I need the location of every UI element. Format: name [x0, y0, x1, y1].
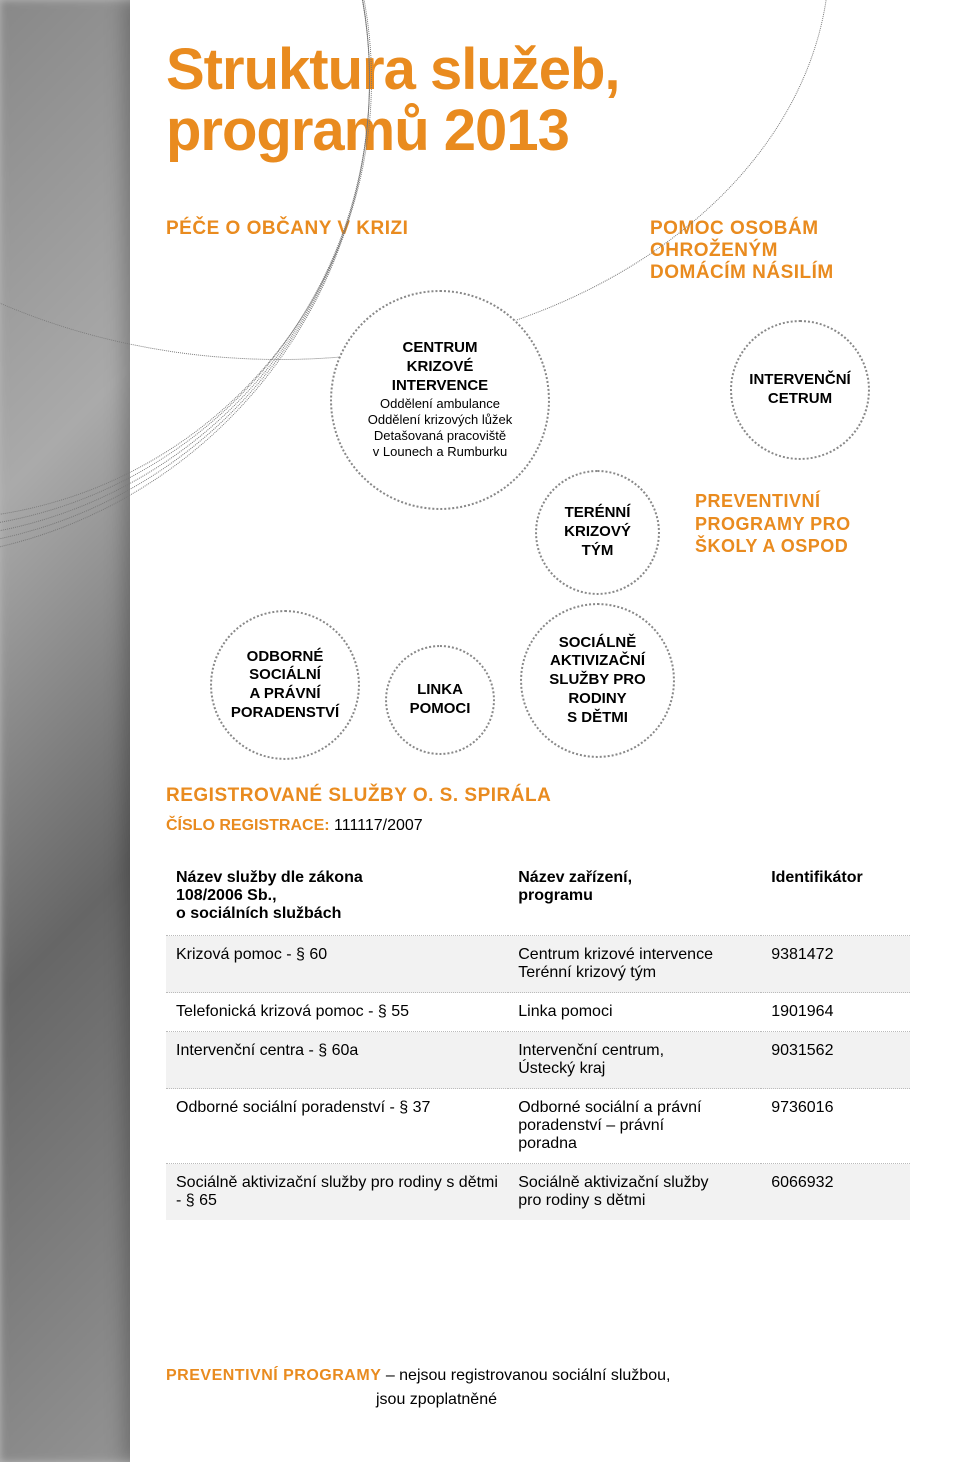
bubble-line: CENTRUM — [342, 339, 538, 358]
registered-title: REGISTROVANÉ SLUŽBY O. S. SPIRÁLA — [166, 785, 910, 807]
bubble-line: Oddělení ambulance — [342, 396, 538, 412]
table-row: Telefonická krizová pomoc - § 55Linka po… — [166, 993, 910, 1032]
col-name-l1: Název služby dle zákona — [176, 869, 363, 886]
bubble-line: INTERVENČNÍ — [742, 371, 858, 390]
cell-facility: Centrum krizové intervenceTerénní krizov… — [508, 936, 761, 993]
table-row: Krizová pomoc - § 60Centrum krizové inte… — [166, 936, 910, 993]
page-content: Struktura služeb, programů 2013 PÉČE O O… — [130, 0, 960, 1462]
bubble-line: SLUŽBY PRO — [532, 671, 663, 690]
footer-text-line-1: – nejsou registrovanou sociální službou, — [386, 1367, 671, 1384]
subhead-right: POMOC OSOBÁM OHROŽENÝM DOMÁCÍM NÁSILÍM — [650, 218, 910, 284]
bubble-centrum: CENTRUMKRIZOVÉINTERVENCEOddělení ambulan… — [330, 290, 550, 510]
bubble-line: LINKA — [397, 681, 483, 700]
cell-id: 9381472 — [761, 936, 910, 993]
table-row: Odborné sociální poradenství - § 37Odbor… — [166, 1089, 910, 1164]
cell-facility: Odborné sociální a právníporadenství – p… — [508, 1089, 761, 1164]
bubble-line: SOCIÁLNÍ — [222, 666, 348, 685]
cell-id: 1901964 — [761, 993, 910, 1032]
bubble-line: CETRUM — [742, 390, 858, 409]
col-fac-l1: Název zařízení, — [518, 869, 632, 886]
bubble-line: A PRÁVNÍ — [222, 685, 348, 704]
col-header-id: Identifikátor — [761, 857, 910, 936]
bubble-line: Oddělení krizových lůžek — [342, 412, 538, 428]
cell-service-name: Krizová pomoc - § 60 — [166, 936, 508, 993]
bubble-line: TERÉNNÍ — [547, 504, 648, 523]
cell-facility: Linka pomoci — [508, 993, 761, 1032]
bubble-line: AKTIVIZAČNÍ — [532, 652, 663, 671]
bubble-intervencni: INTERVENČNÍCETRUM — [730, 320, 870, 460]
bubble-line: INTERVENCE — [342, 377, 538, 396]
cell-id: 9031562 — [761, 1032, 910, 1089]
bubble-terenni: TERÉNNÍKRIZOVÝTÝM — [535, 470, 660, 595]
bubble-odborne: ODBORNÉSOCIÁLNÍA PRÁVNÍPORADENSTVÍ — [210, 610, 360, 760]
bubble-line: TÝM — [547, 542, 648, 561]
footer-text-line-2: jsou zpoplatněné — [166, 1391, 497, 1408]
cell-facility: Intervenční centrum,Ústecký kraj — [508, 1032, 761, 1089]
cell-facility: Sociálně aktivizační službypro rodiny s … — [508, 1164, 761, 1221]
label-preventivni-programy: PREVENTIVNÍ PROGRAMY PROŠKOLY A OSPOD — [695, 490, 851, 558]
table-row: Sociálně aktivizační služby pro rodiny s… — [166, 1164, 910, 1221]
footer-label: PREVENTIVNÍ PROGRAMY — [166, 1367, 381, 1384]
bubble-linka: LINKAPOMOCI — [385, 645, 495, 755]
cell-service-name: Telefonická krizová pomoc - § 55 — [166, 993, 508, 1032]
bubble-line: v Lounech a Rumburku — [342, 444, 538, 460]
col-name-l3: o sociálních službách — [176, 905, 341, 922]
bubble-line: KRIZOVÉ — [342, 358, 538, 377]
footer-note: PREVENTIVNÍ PROGRAMY – nejsou registrova… — [166, 1364, 910, 1412]
registered-services-block: REGISTROVANÉ SLUŽBY O. S. SPIRÁLA ČÍSLO … — [166, 785, 910, 1220]
bubble-line: SOCIÁLNĚ — [532, 634, 663, 653]
col-fac-l2: programu — [518, 887, 593, 904]
col-name-l2: 108/2006 Sb., — [176, 887, 277, 904]
bubble-line: Detašovaná pracoviště — [342, 428, 538, 444]
subhead-right-line-3: DOMÁCÍM NÁSILÍM — [650, 262, 834, 283]
bubble-socakt: SOCIÁLNĚAKTIVIZAČNÍSLUŽBY PRORODINYS DĚT… — [520, 603, 675, 758]
ol-l1: PREVENTIVNÍ — [695, 491, 821, 511]
col-header-facility: Název zařízení, programu — [508, 857, 761, 936]
registration-number-value: 111117/2007 — [334, 817, 423, 834]
diagram-area: CENTRUMKRIZOVÉINTERVENCEOddělení ambulan… — [130, 290, 960, 760]
cell-service-name: Odborné sociální poradenství - § 37 — [166, 1089, 508, 1164]
registration-number: ČÍSLO REGISTRACE: 111117/2007 — [166, 817, 910, 835]
col-header-name: Název služby dle zákona 108/2006 Sb., o … — [166, 857, 508, 936]
bubble-line: ODBORNÉ — [222, 648, 348, 667]
bubble-line: POMOCI — [397, 700, 483, 719]
bubble-line: KRIZOVÝ — [547, 523, 648, 542]
cell-service-name: Intervenční centra - § 60a — [166, 1032, 508, 1089]
services-table: Název služby dle zákona 108/2006 Sb., o … — [166, 857, 910, 1220]
subhead-right-line-2: OHROŽENÝM — [650, 240, 778, 261]
cell-id: 6066932 — [761, 1164, 910, 1221]
cell-id: 9736016 — [761, 1089, 910, 1164]
registration-number-label: ČÍSLO REGISTRACE: — [166, 817, 330, 834]
bubble-line: S DĚTMI — [532, 709, 663, 728]
bubble-line: PORADENSTVÍ — [222, 704, 348, 723]
ol-l3: ŠKOLY A OSPOD — [695, 536, 848, 556]
table-row: Intervenční centra - § 60aIntervenční ce… — [166, 1032, 910, 1089]
ol-l2: PROGRAMY PRO — [695, 514, 851, 534]
bubble-line: RODINY — [532, 690, 663, 709]
cell-service-name: Sociálně aktivizační služby pro rodiny s… — [166, 1164, 508, 1221]
